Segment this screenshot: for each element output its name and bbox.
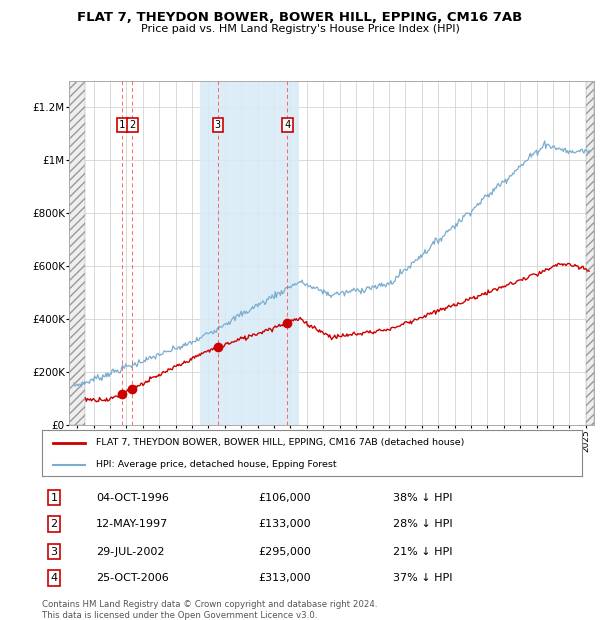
Text: 38% ↓ HPI: 38% ↓ HPI: [393, 493, 452, 503]
Text: 4: 4: [50, 573, 58, 583]
Text: 04-OCT-1996: 04-OCT-1996: [96, 493, 169, 503]
Text: 37% ↓ HPI: 37% ↓ HPI: [393, 573, 452, 583]
Text: 3: 3: [50, 547, 58, 557]
Text: 12-MAY-1997: 12-MAY-1997: [96, 519, 168, 529]
Bar: [69, 81, 85, 425]
Text: 21% ↓ HPI: 21% ↓ HPI: [393, 547, 452, 557]
Text: £313,000: £313,000: [258, 573, 311, 583]
Text: Contains HM Land Registry data © Crown copyright and database right 2024.
This d: Contains HM Land Registry data © Crown c…: [42, 600, 377, 619]
Text: 4: 4: [284, 120, 290, 130]
Text: Price paid vs. HM Land Registry's House Price Index (HPI): Price paid vs. HM Land Registry's House …: [140, 24, 460, 33]
Text: 1: 1: [50, 493, 58, 503]
Text: 28% ↓ HPI: 28% ↓ HPI: [393, 519, 452, 529]
Bar: [200, 81, 299, 425]
Text: £295,000: £295,000: [258, 547, 311, 557]
Text: 2: 2: [50, 519, 58, 529]
Text: 25-OCT-2006: 25-OCT-2006: [96, 573, 169, 583]
Text: 1: 1: [119, 120, 125, 130]
Text: HPI: Average price, detached house, Epping Forest: HPI: Average price, detached house, Eppi…: [96, 460, 337, 469]
Text: 3: 3: [215, 120, 221, 130]
Text: 2: 2: [129, 120, 136, 130]
Bar: [586, 81, 594, 425]
Text: FLAT 7, THEYDON BOWER, BOWER HILL, EPPING, CM16 7AB (detached house): FLAT 7, THEYDON BOWER, BOWER HILL, EPPIN…: [96, 438, 464, 447]
Text: FLAT 7, THEYDON BOWER, BOWER HILL, EPPING, CM16 7AB: FLAT 7, THEYDON BOWER, BOWER HILL, EPPIN…: [77, 11, 523, 24]
Text: 29-JUL-2002: 29-JUL-2002: [96, 547, 164, 557]
Text: £106,000: £106,000: [258, 493, 311, 503]
Text: £133,000: £133,000: [258, 519, 311, 529]
